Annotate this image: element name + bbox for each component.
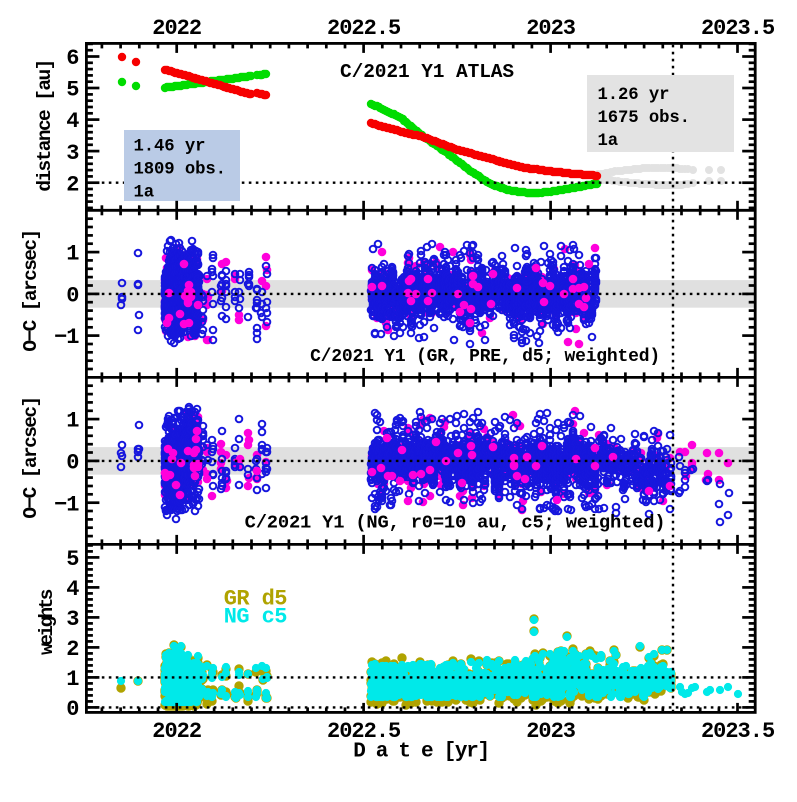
svg-text:GR d5: GR d5 — [224, 587, 287, 612]
svg-text:2022: 2022 — [152, 16, 201, 41]
svg-text:5: 5 — [66, 547, 79, 572]
svg-text:−1: −1 — [54, 492, 79, 517]
svg-text:5: 5 — [66, 78, 79, 103]
svg-text:1675 obs.: 1675 obs. — [598, 109, 690, 128]
svg-text:0: 0 — [66, 283, 78, 308]
svg-text:weights: weights — [36, 589, 58, 655]
svg-text:O−C [arcsec]: O−C [arcsec] — [20, 230, 42, 351]
svg-text:2: 2 — [66, 172, 78, 197]
svg-text:2023: 2023 — [526, 719, 576, 744]
svg-text:1809 obs.: 1809 obs. — [134, 161, 226, 180]
svg-text:1a: 1a — [598, 132, 619, 151]
svg-text:2023: 2023 — [526, 16, 576, 41]
svg-text:2023.5: 2023.5 — [701, 16, 775, 41]
svg-text:2022: 2022 — [152, 719, 201, 744]
svg-text:2022.5: 2022.5 — [327, 719, 401, 744]
svg-text:2: 2 — [66, 637, 78, 662]
svg-text:6: 6 — [66, 46, 78, 71]
svg-text:4: 4 — [66, 577, 79, 602]
svg-text:C/2021 Y1 (NG, r0=10 au, c5; w: C/2021 Y1 (NG, r0=10 au, c5; weighted) — [245, 512, 666, 534]
svg-text:−1: −1 — [54, 325, 79, 350]
svg-text:C/2021 Y1 (GR, PRE, d5; weight: C/2021 Y1 (GR, PRE, d5; weighted) — [310, 347, 660, 367]
svg-text:1a: 1a — [134, 184, 155, 203]
svg-text:distance [au]: distance [au] — [34, 60, 56, 191]
svg-text:1.26 yr: 1.26 yr — [598, 86, 670, 105]
svg-text:1: 1 — [66, 242, 79, 267]
svg-text:3: 3 — [66, 607, 79, 632]
svg-text:O−C [arcsec]: O−C [arcsec] — [20, 397, 42, 518]
svg-text:0: 0 — [66, 451, 78, 476]
svg-text:0: 0 — [66, 697, 78, 722]
svg-text:4: 4 — [66, 109, 79, 134]
svg-text:1: 1 — [66, 667, 79, 692]
svg-text:1.46 yr: 1.46 yr — [134, 138, 206, 157]
svg-text:1: 1 — [66, 409, 79, 434]
svg-text:2023.5: 2023.5 — [701, 719, 775, 744]
svg-text:3: 3 — [66, 141, 79, 166]
svg-text:C/2021 Y1 ATLAS: C/2021 Y1 ATLAS — [340, 61, 514, 83]
svg-text:D a t e [yr]: D a t e [yr] — [353, 741, 489, 764]
svg-text:2022.5: 2022.5 — [327, 16, 401, 41]
svg-text:NG c5: NG c5 — [224, 605, 287, 630]
